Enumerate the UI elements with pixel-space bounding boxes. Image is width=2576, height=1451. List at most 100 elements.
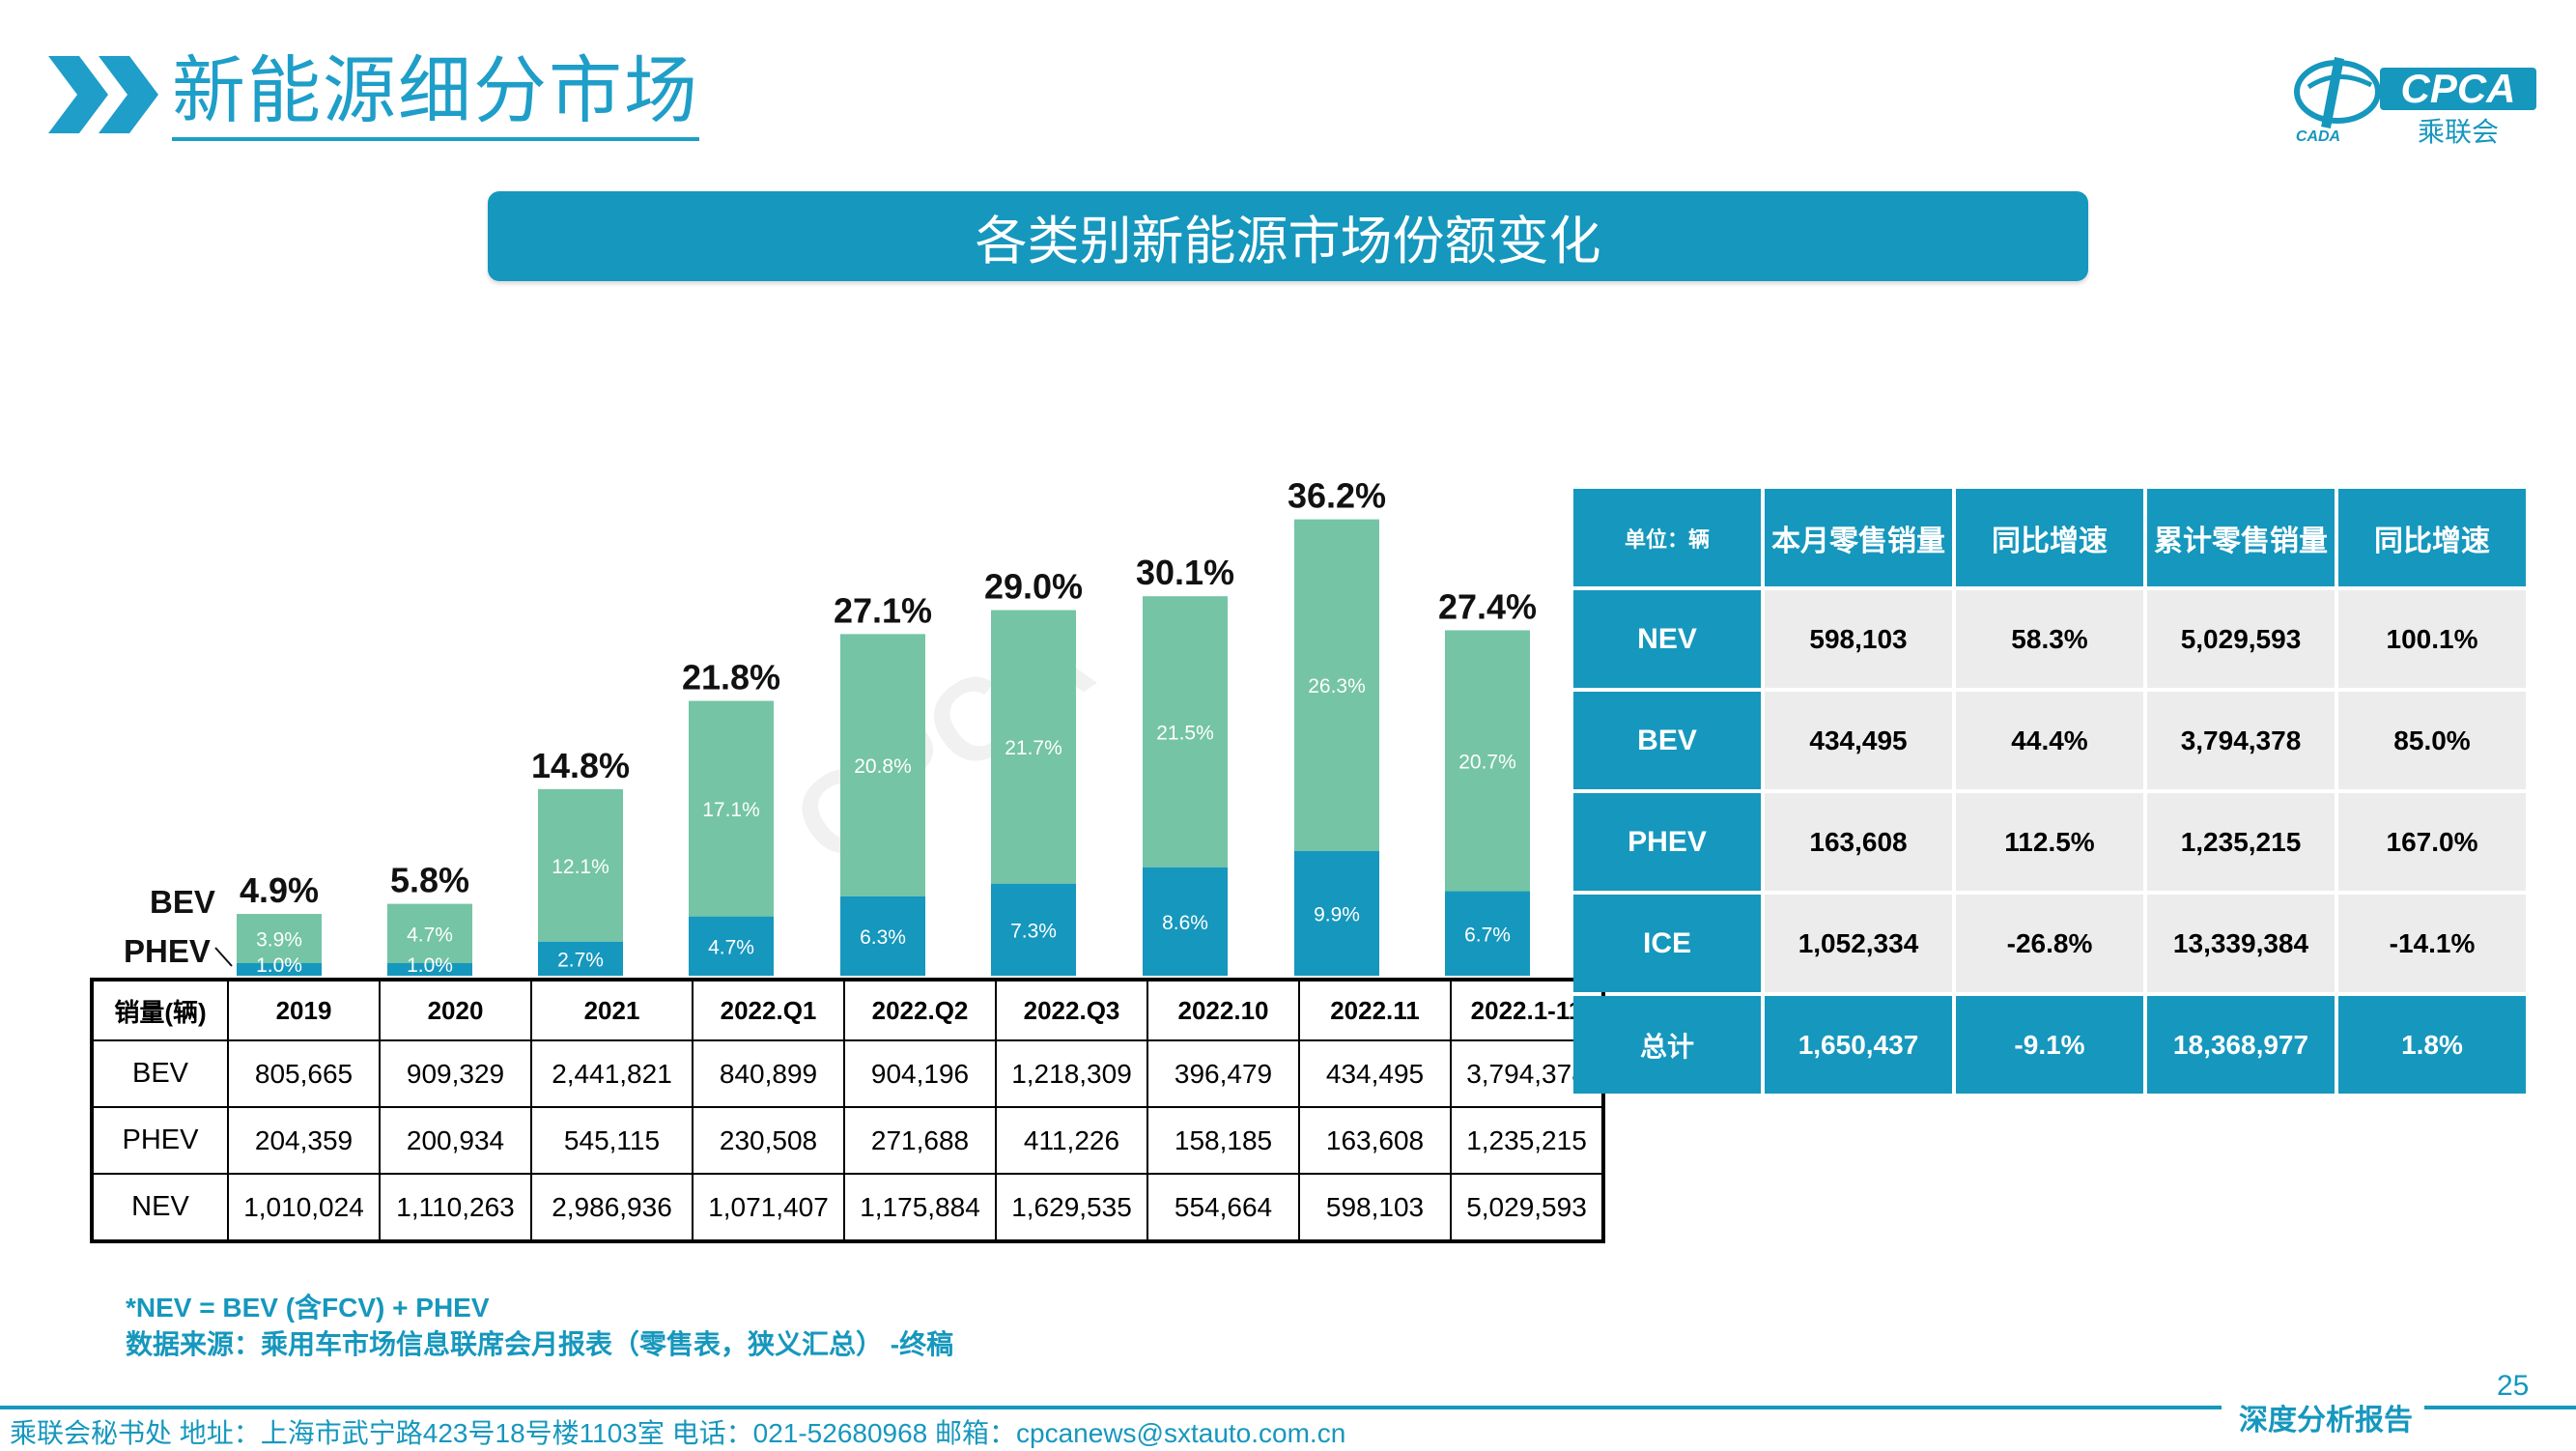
summary-total-cell: 1.8% [2338, 996, 2526, 1094]
table-header-row: 销量(辆) 2019 2020 2021 2022.Q1 2022.Q2 2022.Q3 20… [91, 979, 1604, 1041]
bev-data-label: 20.7% [1458, 751, 1516, 773]
summary-row: ICE 1,052,334 -26.8% 13,339,384 -14.1% [1573, 895, 2526, 992]
summary-cell: 58.3% [1956, 590, 2143, 688]
summary-cell: 1,052,334 [1765, 895, 1952, 992]
retail-summary-table: 单位：辆 本月零售销量 同比增速 累计零售销量 同比增速 NEV 598,103 58.3% 5… [1570, 485, 2530, 1097]
table-cell: 1,175,884 [843, 1173, 997, 1242]
table-cell: 1,629,535 [995, 1173, 1148, 1242]
bar-bev [991, 610, 1076, 884]
summary-cell: 1,235,215 [2147, 793, 2335, 891]
bev-data-label: 17.1% [702, 799, 760, 821]
bev-data-label: 3.9% [256, 929, 302, 952]
table-cell: 545,115 [530, 1106, 694, 1175]
total-data-label: 27.4% [1438, 586, 1537, 626]
cpca-logo: CPCA 乘联会 CADA [2294, 57, 2536, 145]
bar-phev [1445, 891, 1530, 976]
page-title: 新能源细分市场 [172, 46, 699, 141]
chart-banner: 各类别新能源市场份额变化 [488, 191, 2088, 281]
legend-pointer [214, 947, 233, 967]
table-cell: 1,071,407 [692, 1173, 845, 1242]
table-cell: 230,508 [692, 1106, 845, 1175]
summary-row: NEV 598,103 58.3% 5,029,593 100.1% [1573, 590, 2526, 688]
summary-row-label: ICE [1573, 895, 1761, 992]
table-cell: 1,218,309 [995, 1039, 1148, 1108]
table-column-header: 2020 [379, 979, 532, 1041]
table-cell: 1,010,024 [227, 1173, 381, 1242]
table-cell: 200,934 [379, 1106, 532, 1175]
summary-cell: 85.0% [2338, 692, 2526, 789]
summary-cell: 167.0% [2338, 793, 2526, 891]
summary-total-cell: 1,650,437 [1765, 996, 1952, 1094]
logo-text: CPCA [2400, 66, 2515, 111]
note-definition: *NEV = BEV (含FCV) + PHEV [126, 1293, 490, 1323]
footer-contact: 乘联会秘书处 地址：上海市武宁路423号18号楼1103室 电话：021-526… [10, 1418, 1346, 1448]
summary-cell: 44.4% [1956, 692, 2143, 789]
total-data-label: 5.8% [390, 861, 469, 900]
bar-bev [1445, 630, 1530, 892]
bev-data-label: 26.3% [1308, 675, 1366, 697]
total-data-label: 29.0% [984, 567, 1083, 607]
table-column-header: 2022.11 [1298, 979, 1452, 1041]
bev-data-label: 12.1% [552, 856, 609, 878]
bar-phev [689, 916, 774, 976]
total-data-label: 4.9% [240, 870, 319, 910]
bar-bev [387, 903, 472, 963]
bar-phev [538, 941, 623, 976]
phev-data-label: 7.3% [1010, 920, 1057, 942]
table-cell: 909,329 [379, 1039, 532, 1108]
summary-cell: 5,029,593 [2147, 590, 2335, 688]
phev-data-label: 4.7% [708, 936, 754, 958]
footer-divider-right [2424, 1406, 2576, 1409]
table-cell: 840,899 [692, 1039, 845, 1108]
footer-divider [0, 1406, 2222, 1409]
summary-row-label: BEV [1573, 692, 1761, 789]
table-column-header: 2022.10 [1146, 979, 1300, 1041]
table-cell: 163,608 [1298, 1106, 1452, 1175]
bar-bev [1294, 519, 1379, 851]
summary-total-cell: -9.1% [1956, 996, 2143, 1094]
bar-bev [1143, 596, 1228, 868]
phev-data-label: 6.7% [1464, 924, 1511, 946]
phev-data-label: 8.6% [1162, 912, 1208, 934]
total-data-label: 27.1% [834, 590, 932, 630]
table-cell: 805,665 [227, 1039, 381, 1108]
summary-cell: -14.1% [2338, 895, 2526, 992]
total-data-label: 14.8% [531, 746, 630, 785]
table-row-label: PHEV [91, 1106, 229, 1175]
phev-data-label: 6.3% [860, 926, 906, 949]
table-cell: 598,103 [1298, 1173, 1452, 1242]
logo-subtext: 乘联会 [2418, 116, 2499, 145]
table-cell: 554,664 [1146, 1173, 1300, 1242]
double-chevron-icon [48, 56, 158, 133]
total-data-label: 36.2% [1288, 476, 1386, 516]
bev-data-label: 21.5% [1156, 722, 1214, 744]
bar-bev [689, 700, 774, 917]
summary-total-row: 总计 1,650,437 -9.1% 18,368,977 1.8% [1573, 996, 2526, 1094]
bar-phev [1294, 850, 1379, 976]
table-cell: 271,688 [843, 1106, 997, 1175]
summary-cell: 13,339,384 [2147, 895, 2335, 992]
table-cell: 396,479 [1146, 1039, 1300, 1108]
notes: *NEV = BEV (含FCV) + PHEV 数据来源：乘用车市场信息联席会… [126, 1290, 953, 1363]
total-data-label: 21.8% [682, 658, 780, 697]
phev-data-label: 1.0% [256, 954, 302, 977]
table-row: BEV 805,665 909,329 2,441,821 840,899 904,196… [91, 1039, 1604, 1108]
summary-column-header: 同比增速 [1956, 489, 2143, 586]
table-cell: 204,359 [227, 1106, 381, 1175]
table-column-header: 2022.Q1 [692, 979, 845, 1041]
banner-title: 各类别新能源市场份额变化 [975, 211, 1601, 271]
table-cell: 411,226 [995, 1106, 1148, 1175]
table-column-header: 2022.Q3 [995, 979, 1148, 1041]
summary-row: BEV 434,495 44.4% 3,794,378 85.0% [1573, 692, 2526, 789]
table-column-header: 2021 [530, 979, 694, 1041]
table-cell: 2,986,936 [530, 1173, 694, 1242]
table-cell: 1,235,215 [1450, 1106, 1604, 1175]
summary-column-header: 同比增速 [2338, 489, 2526, 586]
summary-column-header: 累计零售销量 [2147, 489, 2335, 586]
bar-phev [1143, 867, 1228, 976]
summary-row-label: NEV [1573, 590, 1761, 688]
summary-cell: 598,103 [1765, 590, 1952, 688]
legend-phev-label: PHEV [124, 933, 211, 969]
summary-cell: 163,608 [1765, 793, 1952, 891]
